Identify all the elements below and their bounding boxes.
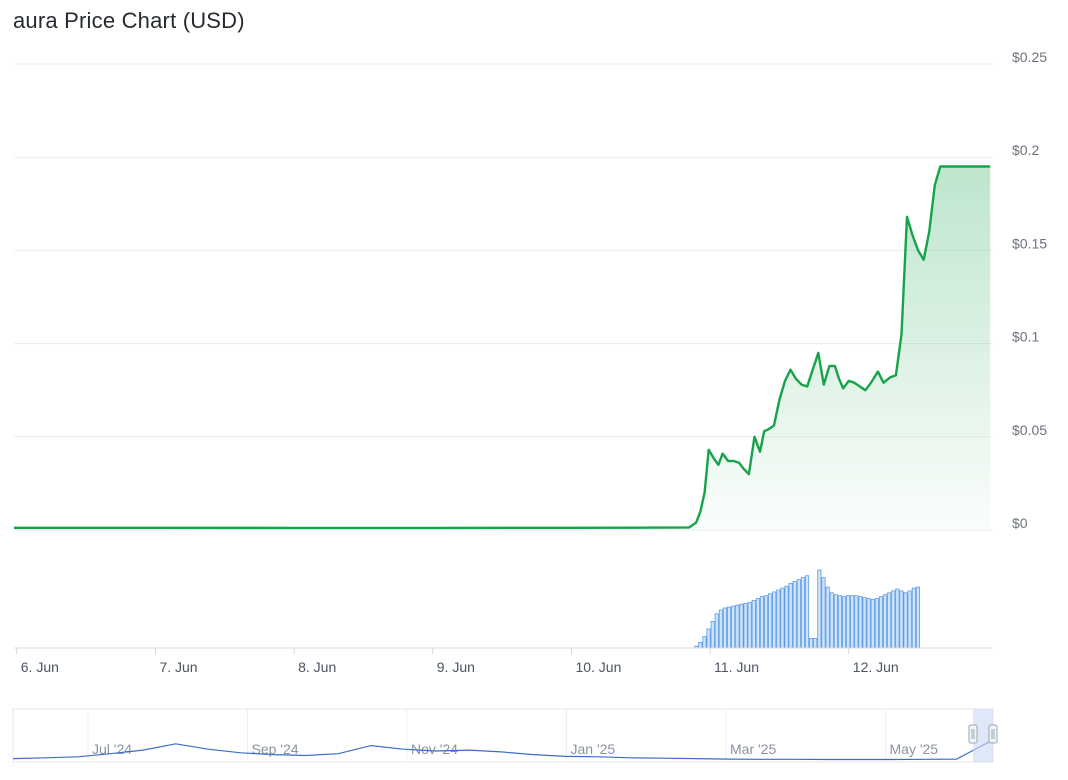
- volume-bar: [772, 591, 777, 649]
- volume-bar: [768, 593, 773, 649]
- volume-bar: [710, 621, 715, 649]
- volume-bar: [883, 594, 888, 649]
- y-tick-label: $0.25: [1012, 49, 1047, 65]
- volume-bar: [714, 613, 719, 649]
- volume-bar: [870, 599, 875, 649]
- y-tick-label: $0.05: [1012, 422, 1047, 438]
- volume-bar: [821, 577, 826, 649]
- volume-bar: [895, 588, 900, 649]
- y-tick-label: $0.1: [1012, 329, 1039, 345]
- volume-bar: [727, 606, 732, 649]
- volume-bar: [842, 596, 847, 649]
- volume-bar: [874, 598, 879, 649]
- navigator-label: Jan '25: [571, 741, 616, 757]
- chart-title: aura Price Chart (USD): [13, 8, 245, 33]
- volume-bar: [739, 603, 744, 649]
- navigator-handle-left[interactable]: [968, 724, 978, 744]
- volume-bar: [850, 595, 855, 649]
- volume-bar: [915, 586, 920, 649]
- volume-bar: [837, 595, 842, 649]
- volume-bar: [706, 628, 711, 649]
- volume-bar: [833, 594, 838, 649]
- navigator-selection: [973, 709, 993, 762]
- navigator-label: Nov '24: [411, 741, 458, 757]
- volume-bar: [809, 638, 814, 649]
- x-axis: 6. Jun 7. Jun 8. Jun 9. Jun 10. Jun 11. Jun 12…: [16, 648, 899, 675]
- volume-bar: [829, 592, 834, 649]
- volume-bar: [858, 596, 863, 649]
- x-tick-label: 10. Jun: [575, 659, 621, 675]
- volume-bar: [846, 595, 851, 649]
- navigator-handle-right[interactable]: [988, 724, 998, 744]
- volume-bar: [764, 595, 769, 649]
- volume-bar: [698, 641, 703, 649]
- volume-bar: [747, 601, 752, 649]
- volume-bar: [796, 579, 801, 649]
- navigator[interactable]: Jul '24 Sep '24 Nov '24 Jan '25 Mar '25 May '…: [12, 708, 998, 763]
- volume-bar: [718, 609, 723, 649]
- y-tick-label: $0.15: [1012, 235, 1047, 251]
- volume-bar: [755, 598, 760, 649]
- volume-bar: [776, 589, 781, 649]
- price-series[interactable]: [14, 165, 991, 531]
- navigator-label: Mar '25: [730, 741, 776, 757]
- navigator-label: Sep '24: [252, 741, 299, 757]
- volume-bar: [907, 590, 912, 649]
- x-tick-label: 7. Jun: [159, 659, 197, 675]
- volume-bar: [817, 569, 822, 649]
- price-area: [14, 166, 991, 530]
- volume-bar: [825, 586, 830, 649]
- volume-bars: [14, 569, 993, 649]
- volume-bar: [805, 575, 810, 649]
- volume-bar: [911, 587, 916, 649]
- navigator-label: May '25: [890, 741, 939, 757]
- y-axis-labels: $0 $0.05 $0.1 $0.15 $0.2 $0.25: [1012, 49, 1047, 531]
- volume-bar: [735, 604, 740, 649]
- volume-bar: [903, 592, 908, 649]
- volume-bar: [792, 581, 797, 649]
- volume-bar: [878, 596, 883, 649]
- volume-bar: [780, 587, 785, 649]
- volume-bar: [800, 577, 805, 649]
- volume-bar: [887, 592, 892, 649]
- volume-bar: [784, 585, 789, 649]
- volume-bar: [731, 605, 736, 649]
- volume-bar: [788, 582, 793, 649]
- volume-bar: [743, 602, 748, 649]
- x-tick-label: 8. Jun: [298, 659, 336, 675]
- volume-bar: [759, 596, 764, 649]
- volume-bar: [899, 590, 904, 649]
- y-tick-label: $0.2: [1012, 142, 1039, 158]
- volume-bar: [722, 607, 727, 649]
- x-tick-label: 11. Jun: [714, 659, 759, 675]
- volume-bar: [813, 638, 818, 649]
- x-tick-label: 9. Jun: [437, 659, 475, 675]
- volume-bar: [891, 590, 896, 649]
- navigator-series: [12, 741, 990, 761]
- volume-bar: [854, 595, 859, 649]
- volume-bar: [702, 636, 707, 649]
- y-tick-label: $0: [1012, 515, 1028, 531]
- x-tick-label: 6. Jun: [21, 659, 59, 675]
- price-line: [14, 165, 991, 530]
- x-tick-label: 12. Jun: [853, 659, 899, 675]
- navigator-frame: [12, 708, 994, 763]
- volume-bar: [862, 597, 867, 649]
- volume-bar: [751, 600, 756, 649]
- volume-bar: [866, 598, 871, 649]
